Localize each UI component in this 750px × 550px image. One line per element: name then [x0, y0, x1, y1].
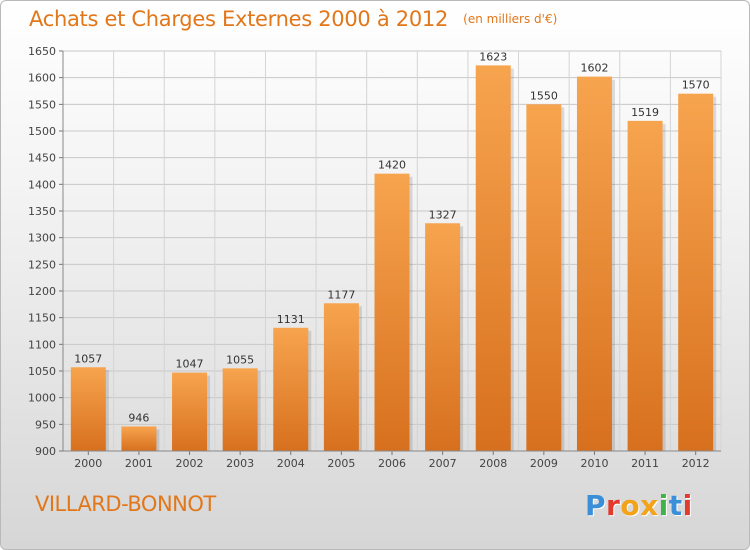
logo-letter: i	[658, 489, 669, 522]
bar	[678, 93, 714, 452]
bar	[121, 426, 157, 451]
logo-letter: o	[620, 489, 641, 522]
y-tick-label: 1250	[28, 258, 56, 271]
x-tick-label: 2010	[580, 457, 608, 470]
x-tick-label: 2009	[530, 457, 558, 470]
x-tick-label: 2002	[176, 457, 204, 470]
bar	[374, 173, 410, 451]
x-tick-label: 2001	[125, 457, 153, 470]
bars: 1057 946 1047 1055 1131 1177 1420 1327 1623 1550 1…	[70, 50, 717, 452]
bar	[273, 327, 309, 451]
y-tick-label: 1450	[28, 152, 56, 165]
x-tick-label: 2006	[378, 457, 406, 470]
bar	[222, 368, 258, 451]
y-tick-label: 1350	[28, 205, 56, 218]
y-tick-label: 1100	[28, 338, 56, 351]
commune-name: VILLARD-BONNOT	[35, 492, 216, 516]
y-tick-label: 1200	[28, 285, 56, 298]
x-tick-label: 2003	[226, 457, 254, 470]
axes: 900 950 1000 1050 1100 1150 1200 1250 1300 1350 14…	[28, 45, 721, 470]
y-tick-label: 900	[35, 445, 56, 458]
data-label: 1047	[176, 358, 204, 371]
proxiti-logo: Proxiti	[585, 489, 693, 522]
data-label: 1420	[378, 159, 406, 172]
x-tick-label: 2008	[479, 457, 507, 470]
x-tick-label: 2004	[277, 457, 305, 470]
data-label: 1131	[277, 313, 305, 326]
y-tick-label: 1000	[28, 392, 56, 405]
data-label: 1327	[429, 208, 457, 221]
data-label: 1177	[327, 288, 355, 301]
data-label: 1602	[580, 62, 608, 75]
y-tick-label: 1650	[28, 45, 56, 58]
x-tick-label: 2000	[74, 457, 102, 470]
y-tick-label: 1150	[28, 312, 56, 325]
logo-letter: P	[585, 489, 607, 522]
y-tick-label: 1300	[28, 232, 56, 245]
logo-letter: x	[640, 489, 659, 522]
logo-letter: r	[606, 489, 621, 522]
y-tick-label: 1550	[28, 98, 56, 111]
logo-letter: i	[682, 489, 693, 522]
x-tick-label: 2007	[429, 457, 457, 470]
bar	[323, 303, 359, 451]
y-tick-label: 1050	[28, 365, 56, 378]
chart-subtitle: (en milliers d'€)	[463, 12, 558, 26]
y-tick-label: 1400	[28, 178, 56, 191]
y-tick-label: 1600	[28, 72, 56, 85]
data-label: 1519	[631, 106, 659, 119]
y-tick-label: 950	[35, 418, 56, 431]
y-tick-label: 1500	[28, 125, 56, 138]
bar	[172, 372, 208, 451]
data-label: 1057	[74, 352, 102, 365]
data-label: 1550	[530, 89, 558, 102]
bar	[70, 367, 106, 451]
x-tick-label: 2012	[682, 457, 710, 470]
bar	[425, 223, 461, 451]
x-tick-label: 2011	[631, 457, 659, 470]
chart-title-block: Achats et Charges Externes 2000 à 2012 (…	[29, 7, 557, 31]
bar	[526, 104, 562, 451]
data-label: 1623	[479, 50, 507, 63]
bar	[475, 65, 511, 452]
bar	[576, 76, 612, 451]
data-label: 1570	[682, 79, 710, 92]
bar	[627, 120, 663, 451]
chart-title: Achats et Charges Externes 2000 à 2012	[29, 7, 449, 31]
logo-letter: t	[668, 489, 683, 522]
data-label: 946	[128, 411, 149, 424]
x-tick-label: 2005	[327, 457, 355, 470]
data-label: 1055	[226, 353, 254, 366]
